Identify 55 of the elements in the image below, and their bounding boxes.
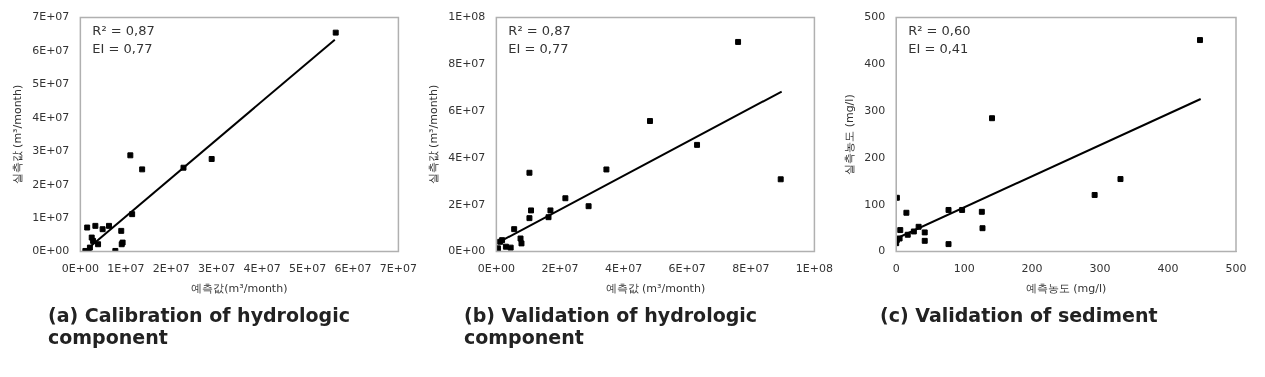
y-tick-label: 6E+07 (448, 104, 486, 118)
x-tick-label: 5E+07 (288, 262, 327, 276)
y-tick-label: 4E+07 (448, 150, 486, 164)
text: (c) Validation of sediment (880, 304, 1159, 326)
y-tick-label: 4E+07 (32, 110, 70, 124)
x-tick-label: 8E+07 (732, 262, 770, 276)
y-tick-label: 300 (864, 104, 886, 118)
text: (a) Calibration of hydrologic component (48, 304, 351, 348)
y-axis-title: 실측값 (m³/month) (427, 84, 441, 185)
y-tick-label: 400 (864, 57, 886, 71)
x-tick-label: 1E+08 (795, 262, 833, 276)
y-tick-label: 7E+07 (32, 10, 70, 24)
annotation: EI = 0,77 (508, 41, 569, 57)
x-tick-label: 0E+00 (477, 262, 515, 276)
x-tick-label: 400 (1157, 262, 1179, 276)
x-tick-label: 2E+07 (152, 262, 190, 276)
annotation: R² = 0,87 (508, 23, 571, 39)
y-tick-label: 100 (864, 197, 886, 211)
annotation: EI = 0,77 (92, 41, 153, 57)
x-axis-title: 예측농도 (mg/l) (1025, 282, 1107, 296)
x-tick-label: 300 (1089, 262, 1111, 276)
x-tick-label: 3E+07 (198, 262, 236, 276)
x-tick-label: 6E+07 (668, 262, 706, 276)
y-axis-title: 실측농도 (mg/l) (843, 94, 857, 175)
y-tick-label: 6E+07 (32, 43, 70, 57)
x-tick-label: 100 (953, 262, 975, 276)
x-tick-label: 0E+00 (61, 262, 99, 276)
y-tick-label: 0E+00 (448, 244, 486, 258)
y-tick-label: 500 (864, 10, 886, 24)
y-tick-label: 0E+00 (32, 244, 70, 258)
y-tick-label: 2E+07 (32, 177, 70, 191)
x-axis-title: 예측값 (m³/month) (605, 282, 706, 296)
x-tick-label: 500 (1225, 262, 1247, 276)
x-tick-label: 2E+07 (541, 262, 579, 276)
x-tick-label: 4E+07 (605, 262, 643, 276)
x-axis-title: 예측값(m³/month) (191, 282, 288, 296)
y-tick-label: 200 (864, 150, 886, 164)
x-tick-label: 7E+07 (379, 262, 417, 276)
x-tick-label: 6E+07 (334, 262, 372, 276)
y-tick-label: 1E+08 (448, 10, 486, 24)
x-tick-label: 4E+07 (243, 262, 281, 276)
x-tick-label: 200 (1021, 262, 1043, 276)
y-tick-label: 0 (878, 244, 886, 258)
y-tick-label: 5E+07 (32, 77, 70, 91)
annotation: R² = 0,87 (92, 23, 155, 39)
y-axis-title: 실측값 (m³/month) (11, 84, 25, 185)
annotation: R² = 0,60 (908, 23, 971, 39)
x-tick-label: 0 (892, 262, 900, 276)
x-tick-label: 1E+07 (107, 262, 145, 276)
annotation: EI = 0,41 (908, 41, 969, 57)
y-tick-label: 3E+07 (32, 144, 70, 158)
y-tick-label: 2E+07 (448, 197, 486, 211)
y-tick-label: 1E+07 (32, 211, 70, 225)
text: (b) Validation of hydrologic component (464, 304, 759, 348)
y-tick-label: 8E+07 (448, 57, 486, 71)
